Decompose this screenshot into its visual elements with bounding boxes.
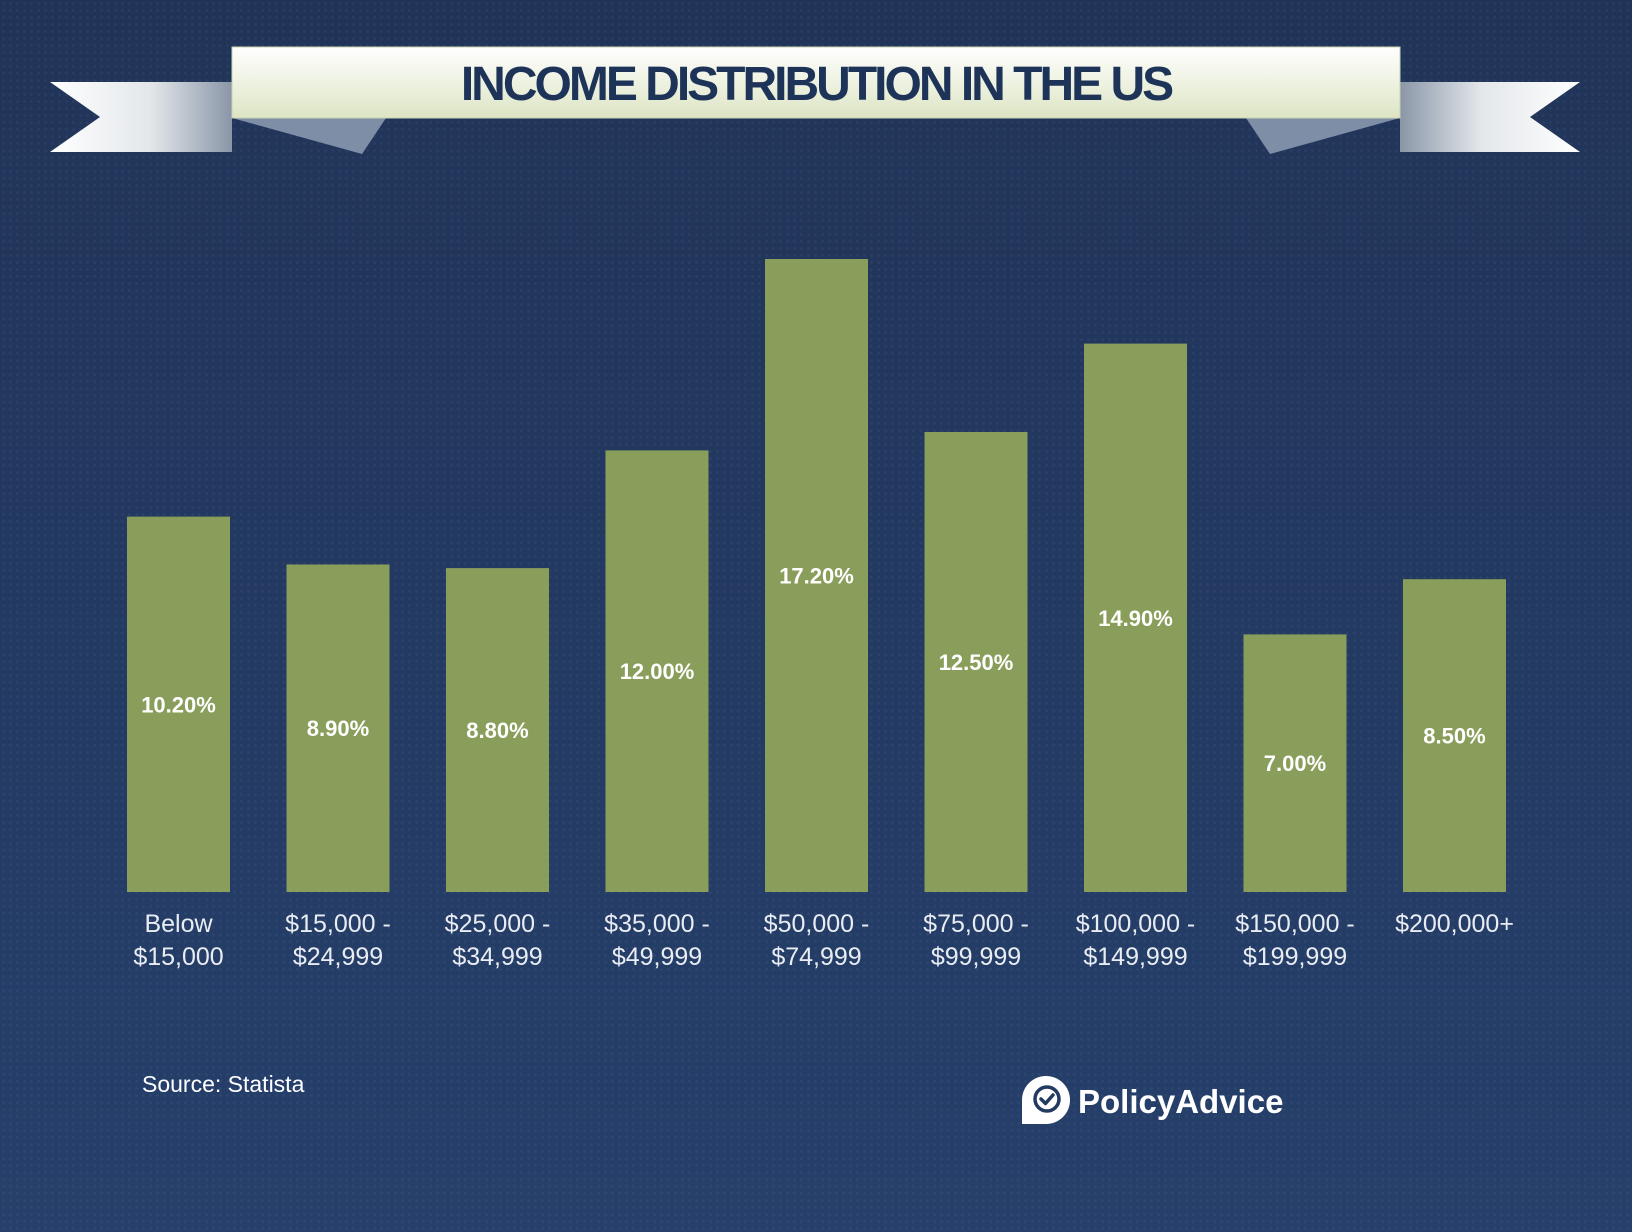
- ribbon-fold-right: [1246, 118, 1400, 154]
- bar-value-label-7: 7.00%: [1264, 751, 1326, 776]
- x-tick-label-0-0: Below: [144, 910, 213, 938]
- bar-value-label-0: 10.20%: [141, 692, 216, 717]
- x-tick-label-4-1: $74,999: [771, 943, 861, 971]
- x-tick-label-6-0: $100,000 -: [1076, 910, 1196, 938]
- bar-1: [286, 564, 390, 892]
- brand-logo: PolicyAdvice: [1022, 1076, 1283, 1124]
- brand-name: PolicyAdvice: [1078, 1083, 1283, 1120]
- x-tick-label-6-1: $149,999: [1083, 943, 1187, 971]
- x-tick-label-1-1: $24,999: [293, 943, 383, 971]
- x-tick-label-4-0: $50,000 -: [764, 910, 870, 938]
- bars-layer: 10.20% 8.90% 8.80% 12.00% 17.20% 12.50% 14.90%…: [127, 259, 1506, 893]
- x-tick-label-5-1: $99,999: [931, 943, 1021, 971]
- bar-value-label-2: 8.80%: [466, 718, 528, 743]
- x-tick-label-8-0: $200,000+: [1395, 910, 1514, 938]
- chat-check-icon: [1022, 1076, 1070, 1124]
- bar-2: [446, 568, 549, 892]
- x-tick-label-5-0: $75,000 -: [923, 910, 1029, 938]
- bar-7: [1243, 634, 1347, 892]
- bar-value-label-5: 12.50%: [939, 650, 1014, 675]
- bar-value-label-1: 8.90%: [307, 716, 369, 741]
- bar-8: [1403, 579, 1506, 892]
- bar-3: [605, 450, 709, 892]
- bar-4: [765, 259, 868, 892]
- x-tick-label-0-1: $15,000: [133, 943, 223, 971]
- x-tick-label-7-1: $199,999: [1243, 943, 1347, 971]
- bar-5: [924, 432, 1028, 892]
- title-banner: INCOME DISTRIBUTION IN THE US: [50, 46, 1580, 154]
- x-tick-label-7-0: $150,000 -: [1235, 910, 1355, 938]
- x-tick-label-2-0: $25,000 -: [445, 910, 551, 938]
- x-tick-label-2-1: $34,999: [452, 943, 542, 971]
- ribbon-tail-right: [1400, 82, 1580, 152]
- bar-value-label-4: 17.20%: [779, 564, 854, 589]
- ribbon-tail-left: [50, 82, 232, 152]
- bar-value-label-8: 8.50%: [1423, 724, 1485, 749]
- x-tick-label-3-1: $49,999: [612, 943, 702, 971]
- bar-6: [1084, 343, 1187, 893]
- x-tick-label-1-0: $15,000 -: [285, 910, 391, 938]
- bar-value-label-3: 12.00%: [620, 659, 695, 684]
- x-tick-label-3-0: $35,000 -: [604, 910, 710, 938]
- x-axis-tick-labels: Below $15,000 $15,000 - $24,999 $25,000 - $34…: [133, 910, 1514, 971]
- bar-0: [127, 516, 230, 892]
- ribbon-body: [231, 46, 1401, 119]
- chart-title: INCOME DISTRIBUTION IN THE US: [461, 58, 1173, 111]
- source-note: Source: Statista: [142, 1071, 305, 1097]
- bar-value-label-6: 14.90%: [1098, 606, 1173, 631]
- ribbon-fold-left: [232, 118, 386, 154]
